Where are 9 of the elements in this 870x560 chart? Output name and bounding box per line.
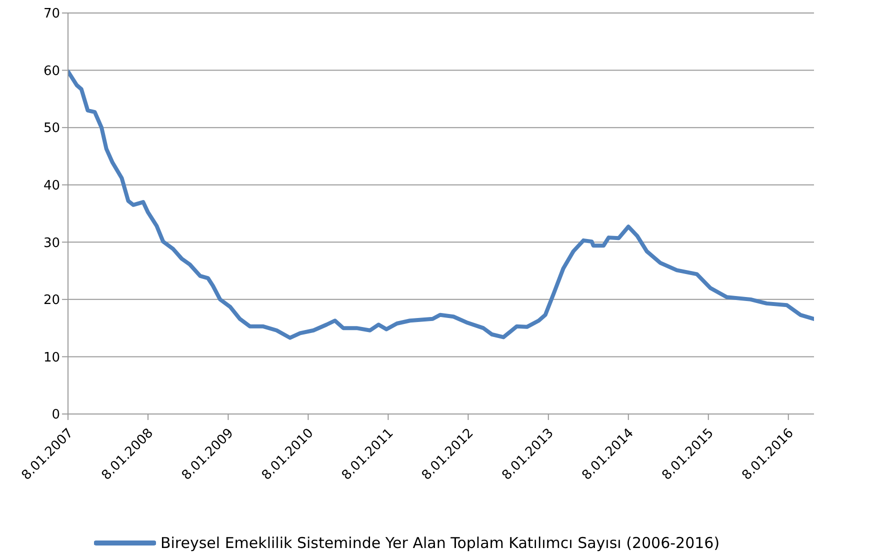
y-tick-label: 40 [43, 178, 60, 194]
y-tick-label: 30 [43, 236, 60, 251]
legend-label: Bireysel Emeklilik Sisteminde Yer Alan Toplam Katılımcı Sayısı (2006-2016) [160, 534, 720, 552]
y-tick-label: 10 [43, 350, 60, 366]
y-tick-label: 20 [43, 293, 60, 308]
y-tick-label: 0 [52, 408, 60, 423]
y-tick-label: 60 [43, 64, 60, 79]
y-tick-label: 50 [43, 121, 60, 136]
y-tick-label: 70 [43, 6, 60, 22]
